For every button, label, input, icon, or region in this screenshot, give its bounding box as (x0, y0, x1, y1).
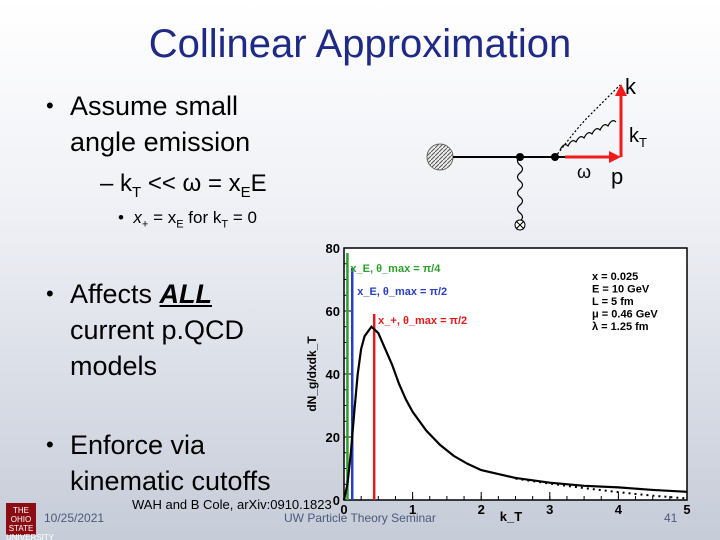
parameter-text: E = 10 GeV (592, 284, 650, 296)
y-tick-label: 40 (326, 367, 340, 382)
cutoff-label: x_+, θ_max = π/2 (378, 315, 467, 327)
gluon-exchange (516, 156, 524, 230)
parameter-text: L = 5 fm (592, 296, 634, 308)
subsub-subscript: E (176, 218, 184, 231)
label-k: k (625, 74, 637, 99)
gluon-emission (554, 84, 621, 158)
bullet-emphasis: ALL (159, 279, 213, 309)
arrow-head-icon (609, 151, 621, 163)
label-p: p (611, 164, 623, 189)
x-tick-label: 5 (683, 502, 690, 517)
y-tick-label: 60 (326, 304, 340, 319)
bullet-affects-all: • Affects ALL current p.QCD models (46, 276, 245, 384)
cutoff-label: x_E, θ_max = π/4 (350, 263, 441, 275)
sub-subscript: E (240, 183, 251, 201)
x-axis-label: k_T (500, 509, 522, 524)
subsub-text: x (133, 208, 142, 227)
y-axis-label: dN_g/dxdk_T (305, 336, 319, 412)
x-tick-label: 3 (546, 502, 553, 517)
bullet-line: Assume small (70, 91, 239, 121)
sub-bullet-kt: – kT << ω = xEE (100, 170, 267, 201)
page-number: 41 (664, 511, 678, 525)
subsub-text: for k (183, 208, 222, 227)
y-tick-label: 80 (326, 241, 340, 256)
bullet-dot-icon: • (46, 93, 54, 118)
x-tick-label: 0 (340, 502, 347, 517)
arrow-head-icon (615, 84, 627, 96)
bullet-line: kinematic cutoffs (70, 466, 271, 496)
bullet-dot-icon: • (46, 281, 54, 306)
label-kt: kT (629, 125, 647, 150)
cutoff-labels: x_E, θ_max = π/4 x_E, θ_max = π/2 x_+, θ_m… (350, 263, 467, 327)
cutoff-label: x_E, θ_max = π/2 (357, 286, 447, 298)
gluon-coil (559, 120, 617, 151)
subsub-subscript: T (221, 218, 229, 231)
blob-icon (426, 143, 454, 171)
sub-sub-bullet: • x+ = xE for kT = 0 (118, 208, 257, 230)
parameter-text: x = 0.025 (592, 271, 638, 283)
x-tick-label: 4 (615, 502, 623, 517)
y-tick-label: 20 (326, 430, 340, 445)
label-omega: ω (577, 162, 591, 182)
bullet-line: Affects ALL (70, 276, 244, 312)
emission-diagram: k kT ω p (426, 74, 647, 231)
bullet-line: current p.QCD (70, 315, 245, 345)
bullet-line: angle emission (70, 127, 251, 157)
dotted-curve (515, 477, 688, 500)
x-tick-label: 2 (478, 502, 485, 517)
series-curves (342, 325, 688, 501)
bullet-text: Affects (70, 279, 160, 309)
bullet-small-angle: • Assume small angle emission (46, 88, 251, 160)
bullet-line: models (70, 351, 158, 381)
solid-curve (342, 325, 688, 501)
subsub-text: = x (148, 208, 177, 227)
bullet-dot-icon: • (118, 208, 134, 227)
subsub-text: = 0 (228, 208, 257, 227)
sub-subscript: T (132, 183, 142, 201)
bullet-line: Enforce via (70, 430, 206, 460)
bullet-dot-icon: • (46, 432, 54, 457)
parameter-text: μ = 0.46 GeV (592, 309, 658, 321)
parameter-text: λ = 1.25 fm (592, 321, 649, 333)
footer-seminar: UW Particle Theory Seminar (284, 511, 436, 525)
cutoff-lines (346, 253, 376, 500)
university-logo: THE OHIO STATE UNIVERSITY (6, 503, 54, 540)
bullet-enforce-cutoffs: • Enforce via kinematic cutoffs (46, 427, 271, 499)
subsub-subscript: + (141, 218, 149, 231)
citation: WAH and B Cole, arXiv:0910.1823 (132, 497, 332, 512)
footer-date: 10/25/2021 (44, 511, 105, 525)
cross-marker-icon (515, 220, 525, 230)
plot-area (343, 247, 688, 501)
slide-title: Collinear Approximation (148, 22, 572, 66)
x-tick-label: 1 (409, 502, 416, 517)
y-tick-label: 0 (333, 493, 340, 508)
axis-ticks: 0 1 2 3 4 5 0 20 40 60 80 (326, 241, 691, 517)
sub-text: << ω = x (141, 170, 241, 197)
sub-text: E (250, 170, 267, 197)
sub-text: – k (100, 170, 133, 197)
